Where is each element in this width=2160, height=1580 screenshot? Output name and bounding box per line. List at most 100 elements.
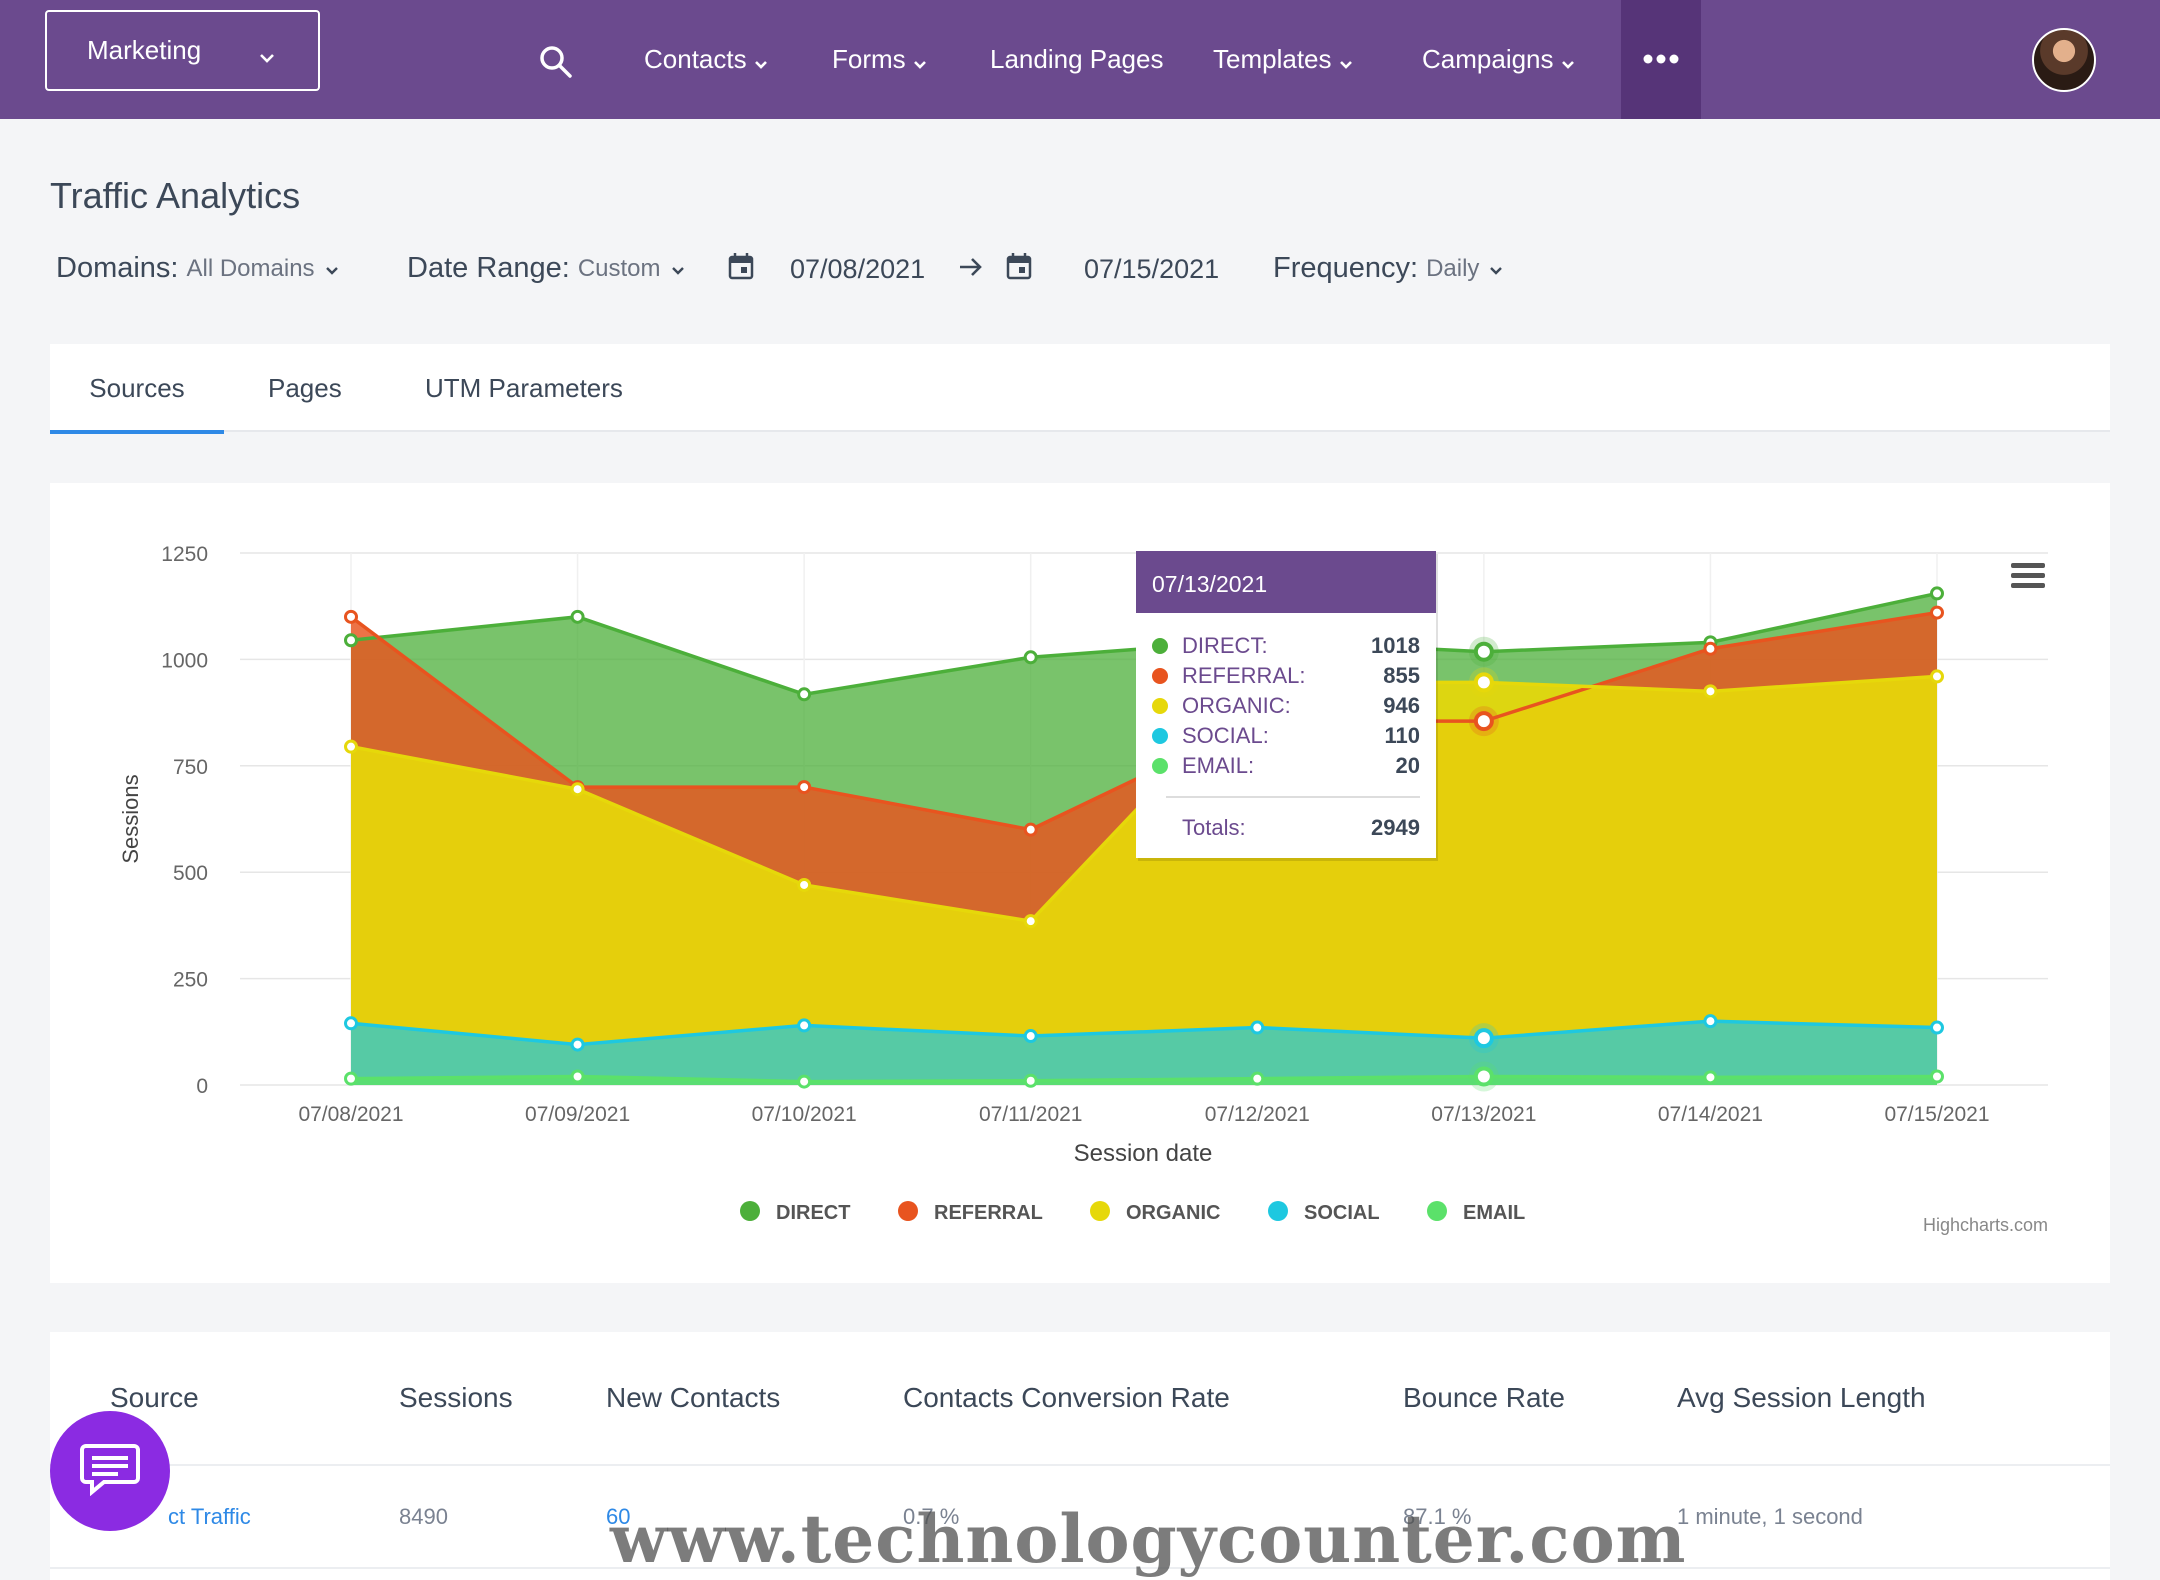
sources-table: Source Sessions New Contacts Contacts Co… <box>50 1332 2110 1580</box>
tooltip-marker <box>1152 698 1168 714</box>
tooltip-series-value: 855 <box>1383 663 1420 688</box>
watermark: www.technologycounter.com <box>610 1500 1687 1578</box>
x-axis-title: Session date <box>1074 1140 1213 1167</box>
start-date-field[interactable]: 07/08/2021 <box>728 252 925 287</box>
search-icon[interactable] <box>538 44 574 85</box>
point-email <box>570 1069 585 1084</box>
tab-pages[interactable]: Pages <box>268 372 342 403</box>
point-organic <box>797 877 812 892</box>
point-organic <box>570 782 585 797</box>
tooltip-date: 07/13/2021 <box>1152 571 1267 597</box>
start-date-value: 07/08/2021 <box>790 254 926 284</box>
point-social <box>797 1018 812 1033</box>
point-direct <box>1930 586 1944 601</box>
nav-campaigns-label: Campaigns <box>1422 44 1554 74</box>
chat-button[interactable] <box>50 1411 170 1531</box>
point-referral <box>344 609 358 624</box>
y-tick-label: 0 <box>196 1075 208 1098</box>
analytics-tabs: Sources Pages UTM Parameters <box>50 344 2110 434</box>
tooltip-marker <box>1152 758 1168 774</box>
col-header-conversion-rate[interactable]: Contacts Conversion Rate <box>903 1382 1230 1413</box>
date-range-label: Date Range: <box>407 252 570 284</box>
tab-utm-parameters[interactable]: UTM Parameters <box>425 372 623 403</box>
domains-label: Domains: <box>56 252 179 284</box>
tooltip-marker <box>1152 638 1168 654</box>
point-organic <box>1023 914 1038 929</box>
arrow-right-icon <box>958 256 984 283</box>
cell-source-link[interactable]: ct Traffic <box>168 1504 251 1529</box>
table-header-divider <box>50 1464 2110 1466</box>
x-tick-label: 07/08/2021 <box>298 1103 403 1126</box>
chevron-down-icon <box>1560 47 1576 78</box>
calendar-icon <box>1006 252 1032 287</box>
line-social <box>350 1019 1938 1047</box>
workspace-selector[interactable]: Marketing <box>45 10 320 91</box>
legend-label-social: SOCIAL <box>1304 1202 1380 1224</box>
legend-label-organic: ORGANIC <box>1126 1202 1220 1224</box>
y-tick-label: 500 <box>173 862 208 885</box>
col-header-source[interactable]: Source <box>110 1382 199 1413</box>
tooltip-marker <box>1152 668 1168 684</box>
col-header-avg-session-length[interactable]: Avg Session Length <box>1677 1382 1926 1413</box>
tab-sources[interactable]: Sources <box>50 344 224 434</box>
tooltip-marker <box>1152 728 1168 744</box>
more-menu-button[interactable] <box>1621 0 1701 119</box>
chevron-down-icon <box>323 252 341 285</box>
point-direct <box>570 609 585 624</box>
point-email <box>1023 1073 1038 1088</box>
nav-forms[interactable]: Forms <box>832 0 928 119</box>
nav-landing-pages[interactable]: Landing Pages <box>990 0 1163 119</box>
col-header-bounce-rate[interactable]: Bounce Rate <box>1403 1382 1565 1413</box>
chevron-down-icon <box>912 47 928 78</box>
nav-contacts[interactable]: Contacts <box>644 0 769 119</box>
point-email <box>344 1071 358 1086</box>
calendar-icon <box>728 252 754 287</box>
tooltip-series-value: 946 <box>1383 693 1420 718</box>
table-row-divider <box>50 1567 2110 1569</box>
point-organic <box>344 739 358 754</box>
end-date-field[interactable]: 07/15/2021 <box>1006 252 1219 287</box>
domains-filter[interactable]: Domains: All Domains <box>56 252 341 285</box>
x-tick-label: 07/11/2021 <box>979 1103 1083 1126</box>
point-organic <box>1930 669 1944 684</box>
point-social <box>1930 1020 1944 1035</box>
tooltip-series-name: DIRECT: <box>1182 633 1268 658</box>
cell-avg-session-length: 1 minute, 1 second <box>1677 1504 1863 1529</box>
tooltip-series-name: REFERRAL: <box>1182 663 1305 688</box>
nav-campaigns[interactable]: Campaigns <box>1422 0 1576 119</box>
date-range-filter[interactable]: Date Range: Custom <box>407 252 687 285</box>
point-direct <box>797 687 812 702</box>
point-organic <box>1473 672 1494 693</box>
chevron-down-icon <box>669 252 687 285</box>
frequency-filter[interactable]: Frequency: Daily <box>1273 252 1505 285</box>
user-avatar[interactable] <box>2032 28 2096 92</box>
legend-marker-referral <box>898 1201 918 1221</box>
cell-sessions: 8490 <box>399 1504 448 1529</box>
nav-forms-label: Forms <box>832 44 906 74</box>
area-social <box>351 1021 1937 1085</box>
point-social <box>1250 1020 1265 1035</box>
point-referral <box>1930 605 1944 620</box>
legend-label-referral: REFERRAL <box>934 1202 1043 1224</box>
x-tick-label: 07/15/2021 <box>1884 1103 1989 1126</box>
tooltip-series-value: 20 <box>1396 753 1420 778</box>
line-email <box>350 1074 1938 1084</box>
legend-marker-social <box>1268 1201 1288 1221</box>
y-axis-title: Sessions <box>118 774 143 863</box>
x-tick-label: 07/12/2021 <box>1205 1103 1310 1126</box>
point-email <box>1250 1071 1265 1086</box>
x-tick-label: 07/13/2021 <box>1431 1103 1536 1126</box>
cell-new-contacts-link[interactable]: 60 <box>606 1504 631 1529</box>
nav-templates[interactable]: Templates <box>1213 0 1354 119</box>
chevron-down-icon <box>1338 47 1354 78</box>
y-tick-label: 1250 <box>161 543 208 566</box>
point-organic <box>1703 684 1718 699</box>
point-email <box>797 1074 812 1089</box>
col-header-new-contacts[interactable]: New Contacts <box>606 1382 781 1413</box>
date-range-value: Custom <box>577 254 661 282</box>
legend-label-direct: DIRECT <box>776 1202 850 1224</box>
tooltip-series-value: 110 <box>1385 723 1421 748</box>
page-title: Traffic Analytics <box>50 175 301 216</box>
col-header-sessions[interactable]: Sessions <box>399 1382 513 1413</box>
x-tick-label: 07/09/2021 <box>525 1103 630 1126</box>
